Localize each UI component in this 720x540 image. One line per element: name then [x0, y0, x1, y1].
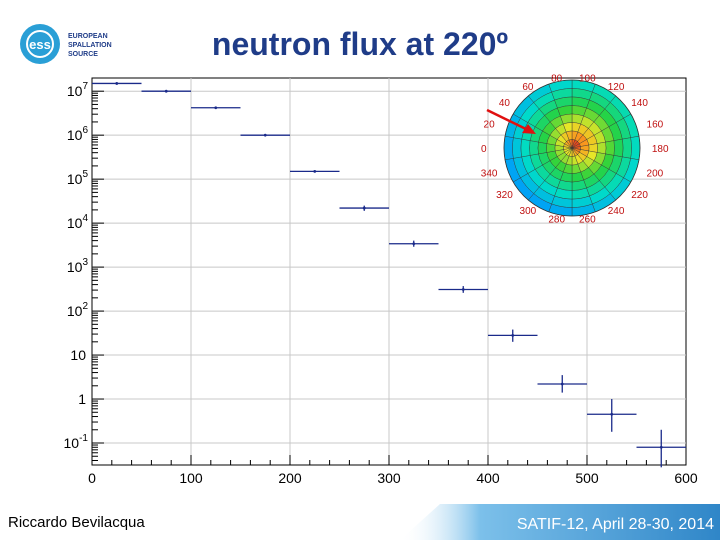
- y-tick-label: 10-1: [64, 433, 89, 451]
- data-point: [141, 89, 191, 93]
- polar-angle-label: 300: [520, 206, 537, 217]
- data-point: [389, 240, 439, 247]
- polar-cell: [529, 140, 539, 156]
- ess-logo-line1: EUROPEAN: [68, 33, 108, 40]
- point-marker: [214, 106, 218, 110]
- polar-angle-label: 340: [481, 168, 498, 179]
- x-tick-label: 100: [179, 470, 203, 486]
- point-marker: [659, 445, 663, 449]
- polar-angle-label: 60: [522, 82, 534, 93]
- polar-angle-label: 260: [579, 214, 596, 225]
- polar-cell: [621, 137, 632, 159]
- polar-angle-label: 280: [548, 214, 565, 225]
- polar-cell: [520, 138, 531, 158]
- data-points: [92, 82, 686, 468]
- polar-cell: [605, 140, 615, 156]
- polar-cell: [568, 139, 573, 149]
- y-tick-label: 107: [67, 81, 89, 99]
- point-marker: [164, 89, 168, 93]
- data-point: [438, 286, 488, 293]
- x-tick-label: 300: [377, 470, 401, 486]
- point-marker: [511, 333, 515, 337]
- polar-angle-label: 160: [647, 120, 664, 131]
- polar-angle-label: 240: [608, 206, 625, 217]
- ess-logo: ess EUROPEAN SPALLATION SOURCE: [20, 24, 112, 64]
- data-point: [636, 429, 686, 468]
- data-point: [537, 375, 587, 393]
- polar-angle-label: 320: [496, 190, 513, 201]
- polar-inset: [503, 79, 641, 217]
- x-tick-labels: 0 100 200 300 400 500 600: [88, 470, 698, 486]
- x-tick-label: 500: [575, 470, 599, 486]
- data-point: [290, 170, 340, 173]
- point-marker: [362, 206, 366, 210]
- polar-outline: [503, 79, 641, 217]
- polar-cell: [596, 141, 607, 155]
- y-tick-label: 1: [78, 391, 86, 407]
- data-point: [191, 106, 241, 110]
- point-marker: [115, 82, 119, 85]
- footer-band: [400, 504, 720, 540]
- point-marker: [313, 170, 317, 173]
- y-tick-label: 104: [67, 213, 89, 231]
- y-tick-label: 10: [70, 347, 86, 363]
- data-point: [92, 82, 142, 85]
- data-point: [240, 133, 290, 137]
- x-tick-label: 0: [88, 470, 96, 486]
- highlight-arrow: [486, 108, 536, 134]
- point-marker: [263, 133, 267, 137]
- ess-logo-line2: SPALLATION: [68, 42, 112, 49]
- ess-logo-mark-text: ess: [29, 37, 51, 52]
- polar-cell: [537, 141, 548, 155]
- polar-cell: [613, 138, 624, 158]
- polar-cell: [630, 135, 641, 161]
- data-point: [339, 205, 389, 211]
- polar-angle-label: 180: [652, 144, 669, 155]
- point-marker: [461, 288, 465, 291]
- polar-angle-label: 40: [499, 98, 511, 109]
- axis-ticks: [91, 90, 687, 465]
- x-tick-label: 400: [476, 470, 500, 486]
- polar-angle-label: 200: [647, 168, 664, 179]
- polar-angle-label: 80: [551, 74, 563, 85]
- point-marker: [610, 412, 614, 416]
- polar-angle-label: 220: [631, 190, 648, 201]
- y-tick-label: 105: [67, 169, 89, 187]
- polar-angle-label: 100: [579, 74, 596, 85]
- footer-text: SATIF-12, April 28-30, 2014: [516, 516, 714, 533]
- y-tick-label: 102: [67, 301, 89, 319]
- polar-cell: [503, 135, 514, 161]
- ess-logo-line3: SOURCE: [68, 51, 98, 58]
- author: Riccardo Bevilacqua: [8, 514, 145, 531]
- x-tick-label: 200: [278, 470, 302, 486]
- data-point: [587, 399, 637, 432]
- point-marker: [412, 242, 416, 246]
- polar-angle-label: 20: [484, 120, 496, 131]
- polar-angle-label: 120: [608, 82, 625, 93]
- polar-cell: [512, 137, 523, 159]
- y-tick-label: 106: [67, 125, 89, 143]
- polar-angle-label: 140: [631, 98, 648, 109]
- slide-title: neutron flux at 220º: [211, 26, 509, 62]
- x-tick-label: 600: [674, 470, 698, 486]
- point-marker: [560, 382, 564, 386]
- ess-logo-mark: [20, 24, 60, 64]
- data-point: [488, 329, 538, 342]
- y-tick-label: 103: [67, 257, 89, 275]
- polar-angle-label: 0: [481, 144, 487, 155]
